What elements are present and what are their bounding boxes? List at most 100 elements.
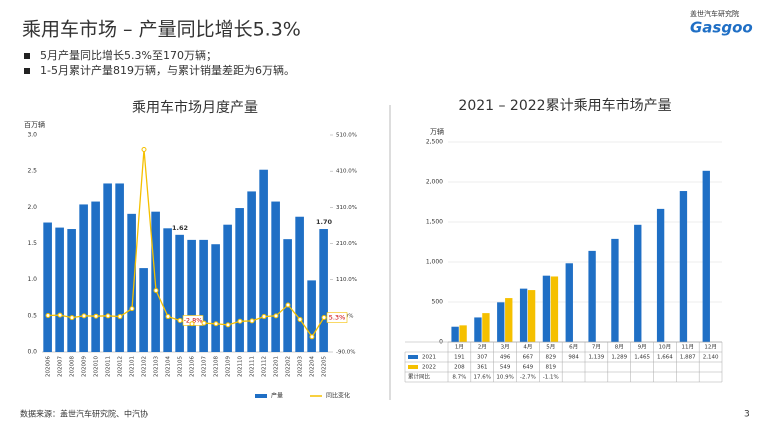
line-marker [261, 314, 267, 320]
line-marker [273, 313, 279, 319]
line-marker [45, 312, 51, 318]
line-marker [177, 317, 183, 323]
y-tick-label: 2.0 [27, 204, 37, 211]
x-tick-label: 2月 [478, 344, 487, 351]
legend-label: 2021 [422, 355, 436, 361]
x-tick-label: 202110 [238, 356, 244, 377]
x-tick-label: 5月 [546, 344, 555, 351]
table-cell: 829 [546, 355, 557, 361]
y2-tick-label: 210.0% [336, 241, 357, 247]
x-tick-label: 202112 [262, 356, 268, 377]
table-cell: 10.9% [496, 375, 513, 381]
x-tick-label: 202009 [82, 356, 88, 377]
bullet-text: 1-5月累计产量819万辆，与累计销量差距为6万辆。 [40, 63, 295, 77]
bar [163, 228, 172, 352]
table-cell: 496 [500, 355, 511, 361]
legend-swatch [408, 365, 418, 369]
table-cell: 361 [477, 365, 488, 371]
y2-tick-label: -90.0% [336, 350, 355, 356]
label-box [326, 312, 348, 323]
table-cell: 667 [523, 355, 534, 361]
legend-swatch [408, 355, 418, 359]
y-tick-label: 2,000 [426, 179, 443, 186]
x-tick-label: 1月 [455, 344, 464, 351]
bar [527, 290, 536, 342]
bar [497, 302, 505, 342]
table-cell: 1,139 [589, 355, 605, 361]
line-marker [69, 315, 75, 321]
bullet [24, 68, 30, 74]
x-tick-label: 4月 [523, 344, 532, 351]
y-tick-label: 2.5 [27, 168, 37, 175]
x-tick-label: 202108 [214, 356, 220, 377]
source: 数据来源：盖世汽车研究院、中汽协 [20, 409, 148, 419]
data-label: 5.3% [329, 314, 346, 322]
bar [702, 170, 710, 342]
table-cell: -2.7% [520, 375, 536, 381]
x-tick-label: 202012 [118, 356, 124, 377]
x-tick-label: 3月 [501, 344, 510, 351]
bar [211, 244, 220, 352]
y-axis-label: 万辆 [430, 127, 444, 136]
line-marker [141, 146, 147, 152]
bar [235, 208, 244, 352]
x-tick-label: 202103 [154, 356, 160, 377]
y-tick-label: 1.0 [27, 276, 37, 283]
slide-title: 乘用车市场 – 产量同比增长5.3% [22, 19, 301, 41]
x-tick-label: 10月 [659, 344, 672, 351]
y-tick-label: 1.5 [27, 240, 37, 247]
x-tick-label: 202107 [202, 356, 208, 377]
data-label: 1.70 [316, 218, 333, 226]
table-cell: 1,465 [634, 355, 650, 361]
x-tick-label: 202102 [142, 356, 148, 377]
bar [223, 224, 232, 352]
x-tick-label: 202109 [226, 356, 232, 377]
x-tick-label: 202007 [58, 356, 64, 377]
line-marker [129, 306, 135, 312]
x-tick-label: 202011 [106, 356, 112, 377]
table-cell: -1.1% [543, 375, 559, 381]
table-cell: 191 [454, 355, 465, 361]
table-cell: 549 [500, 365, 511, 371]
line-marker [213, 321, 219, 327]
data-label: 1.62 [172, 224, 188, 232]
logo-cn: 盖世汽车研究院 [690, 9, 739, 18]
line-marker [189, 321, 195, 327]
x-tick-label: 202203 [298, 356, 304, 377]
bar [283, 239, 292, 352]
bar [451, 326, 459, 342]
bar [175, 234, 184, 352]
data-label: -2.8% [184, 316, 203, 324]
line-marker [93, 313, 99, 319]
line-marker [201, 320, 207, 326]
bar [187, 239, 196, 352]
x-tick-label: 202111 [250, 356, 256, 377]
line-marker [81, 313, 87, 319]
y-axis-label: 百万辆 [24, 120, 45, 129]
table-cell: 1,887 [680, 355, 696, 361]
table-cell: 649 [523, 365, 534, 371]
x-tick-label: 7月 [592, 344, 601, 351]
bar [271, 201, 280, 352]
line-marker [249, 318, 255, 324]
bullet-text: 5月产量同比增长5.3%至170万辆； [40, 48, 217, 62]
x-tick-label: 202105 [178, 356, 184, 377]
x-tick-label: 202202 [286, 356, 292, 377]
x-tick-label: 202106 [190, 356, 196, 377]
bar [474, 317, 482, 342]
table-cell: 1,664 [657, 355, 673, 361]
bar [199, 239, 208, 352]
bar [679, 191, 688, 342]
bar [295, 216, 304, 352]
y-tick-label: 0.0 [27, 349, 37, 356]
bar [482, 313, 490, 342]
bar [307, 280, 316, 352]
x-tick-label: 12月 [704, 344, 717, 351]
line-marker [237, 318, 243, 324]
x-tick-label: 202201 [274, 356, 280, 377]
bar [319, 229, 328, 352]
legend-label: 产量 [271, 392, 283, 400]
bar [79, 204, 88, 352]
x-tick-label: 6月 [569, 344, 578, 351]
bar [43, 222, 52, 352]
